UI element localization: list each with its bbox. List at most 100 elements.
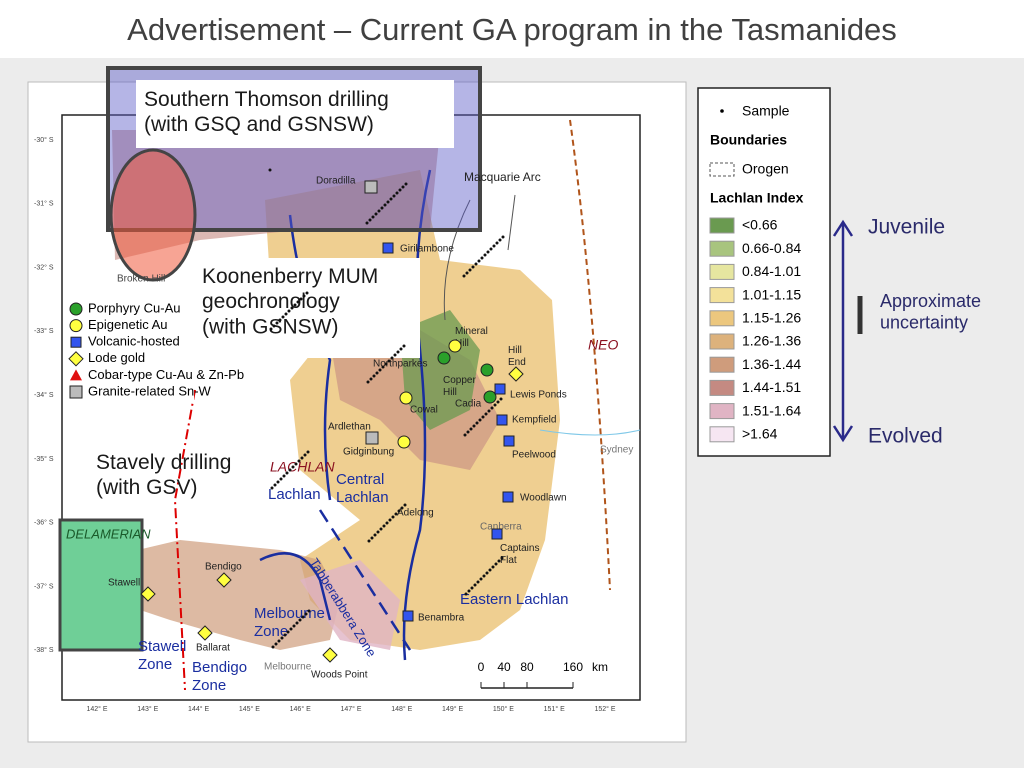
place-label: Woods Point [311, 670, 368, 681]
lon-label: 146° E [290, 705, 311, 713]
symbol [508, 366, 524, 382]
place-label: Bendigo [205, 562, 242, 573]
sample-dot [373, 533, 377, 537]
sample-dot [381, 365, 385, 369]
sample-dot [492, 244, 496, 248]
sample-dot [369, 377, 373, 381]
place-label: Melbourne [264, 662, 312, 673]
symbol [397, 435, 411, 449]
legend-heading: Lachlan Index [710, 190, 804, 206]
sample-dot [273, 483, 277, 487]
symbol [69, 319, 83, 333]
sample-dot [398, 188, 402, 192]
sample-dot [480, 256, 484, 260]
sample-dot [403, 503, 407, 507]
sample-dot [495, 241, 499, 245]
lon-label: 151° E [544, 705, 565, 713]
sample-dot [286, 630, 290, 634]
sample-dot [482, 574, 486, 578]
lon-label: 147° E [340, 705, 361, 713]
class-label: >1.64 [742, 426, 778, 442]
sample-dot [479, 577, 483, 581]
scale-label: 160 [563, 660, 583, 674]
callout: Stavely drilling (with GSV) [96, 451, 231, 499]
place-label: DELAMERIAN [66, 526, 151, 541]
sample-dot [366, 380, 370, 384]
lon-label: 144° E [188, 705, 209, 713]
region-tabberabbera [300, 560, 400, 650]
sample-dot [395, 191, 399, 195]
sample-dot [307, 609, 311, 613]
place-label: Cowal [410, 405, 438, 416]
deposit-label: Epigenetic Au [88, 317, 168, 332]
orogen-boundary [569, 119, 611, 591]
sample-dot [396, 350, 400, 354]
sample-dot [402, 344, 406, 348]
sample-dot [300, 456, 304, 460]
sample-dot [478, 418, 482, 422]
sample-dot [404, 182, 408, 186]
lon-label: 143° E [137, 705, 158, 713]
sample-dot [271, 645, 275, 649]
symbol [382, 242, 394, 254]
sample-dot [399, 347, 403, 351]
sample-dot [477, 259, 481, 263]
place-label: Gidginbung [343, 447, 394, 458]
sample-dot [491, 565, 495, 569]
boundaries [173, 119, 641, 691]
class-label: 1.15-1.26 [742, 310, 801, 326]
sample-dot [483, 253, 487, 257]
scale-label: 80 [520, 660, 534, 674]
sample-dot [285, 471, 289, 475]
deposit-label: Lode gold [88, 350, 145, 365]
callout-box [136, 80, 454, 148]
class-swatch [709, 426, 735, 443]
callout: Southern Thomson drilling (with GSQ and G… [144, 88, 389, 136]
symbol [69, 385, 83, 399]
sample-dot [374, 212, 378, 216]
side-label: Evolved [868, 425, 943, 448]
class-label: 1.51-1.64 [742, 402, 801, 418]
symbol [216, 572, 232, 588]
place-label: Central Lachlan [336, 471, 389, 506]
sample-dot [397, 509, 401, 513]
place-label: Woodlawn [520, 493, 567, 504]
lat-label: -33° S [34, 327, 54, 335]
sample-dot [282, 474, 286, 478]
sample-dot [720, 109, 724, 113]
symbol [68, 351, 84, 367]
sample-dot [467, 589, 471, 593]
sample-dot [305, 291, 309, 295]
lon-label: 152° E [594, 705, 615, 713]
place-label: LACHLAN [270, 459, 335, 475]
sample-dot [377, 209, 381, 213]
class-swatch [709, 263, 735, 280]
symbol [491, 528, 503, 540]
sample-dot [290, 306, 294, 310]
legend-heading: Boundaries [710, 132, 787, 148]
arc-leader [507, 194, 516, 251]
class-swatch [709, 287, 735, 304]
place-label: Bendigo Zone [192, 659, 247, 694]
class-label: <0.66 [742, 217, 778, 233]
sample-dot [298, 618, 302, 622]
place-label: Stawell Zone [138, 638, 186, 673]
place-label: Northparkes [373, 359, 427, 370]
sample-dot [284, 312, 288, 316]
sample-dot [278, 318, 282, 322]
side-label: Juvenile [868, 216, 945, 239]
symbol [494, 383, 506, 395]
lat-label: -30° S [34, 136, 54, 144]
sample-dot [488, 568, 492, 572]
sample-dot [389, 197, 393, 201]
arrow-heads [832, 219, 854, 443]
sample-dot [485, 571, 489, 575]
sample-dot [472, 424, 476, 428]
sample-dot [465, 271, 469, 275]
lat-label: -37° S [34, 582, 54, 590]
sample-dot [376, 530, 380, 534]
region-victoria [95, 540, 340, 650]
symbol [322, 647, 338, 663]
lon-label: 142° E [86, 705, 107, 713]
sample-dot [276, 480, 280, 484]
